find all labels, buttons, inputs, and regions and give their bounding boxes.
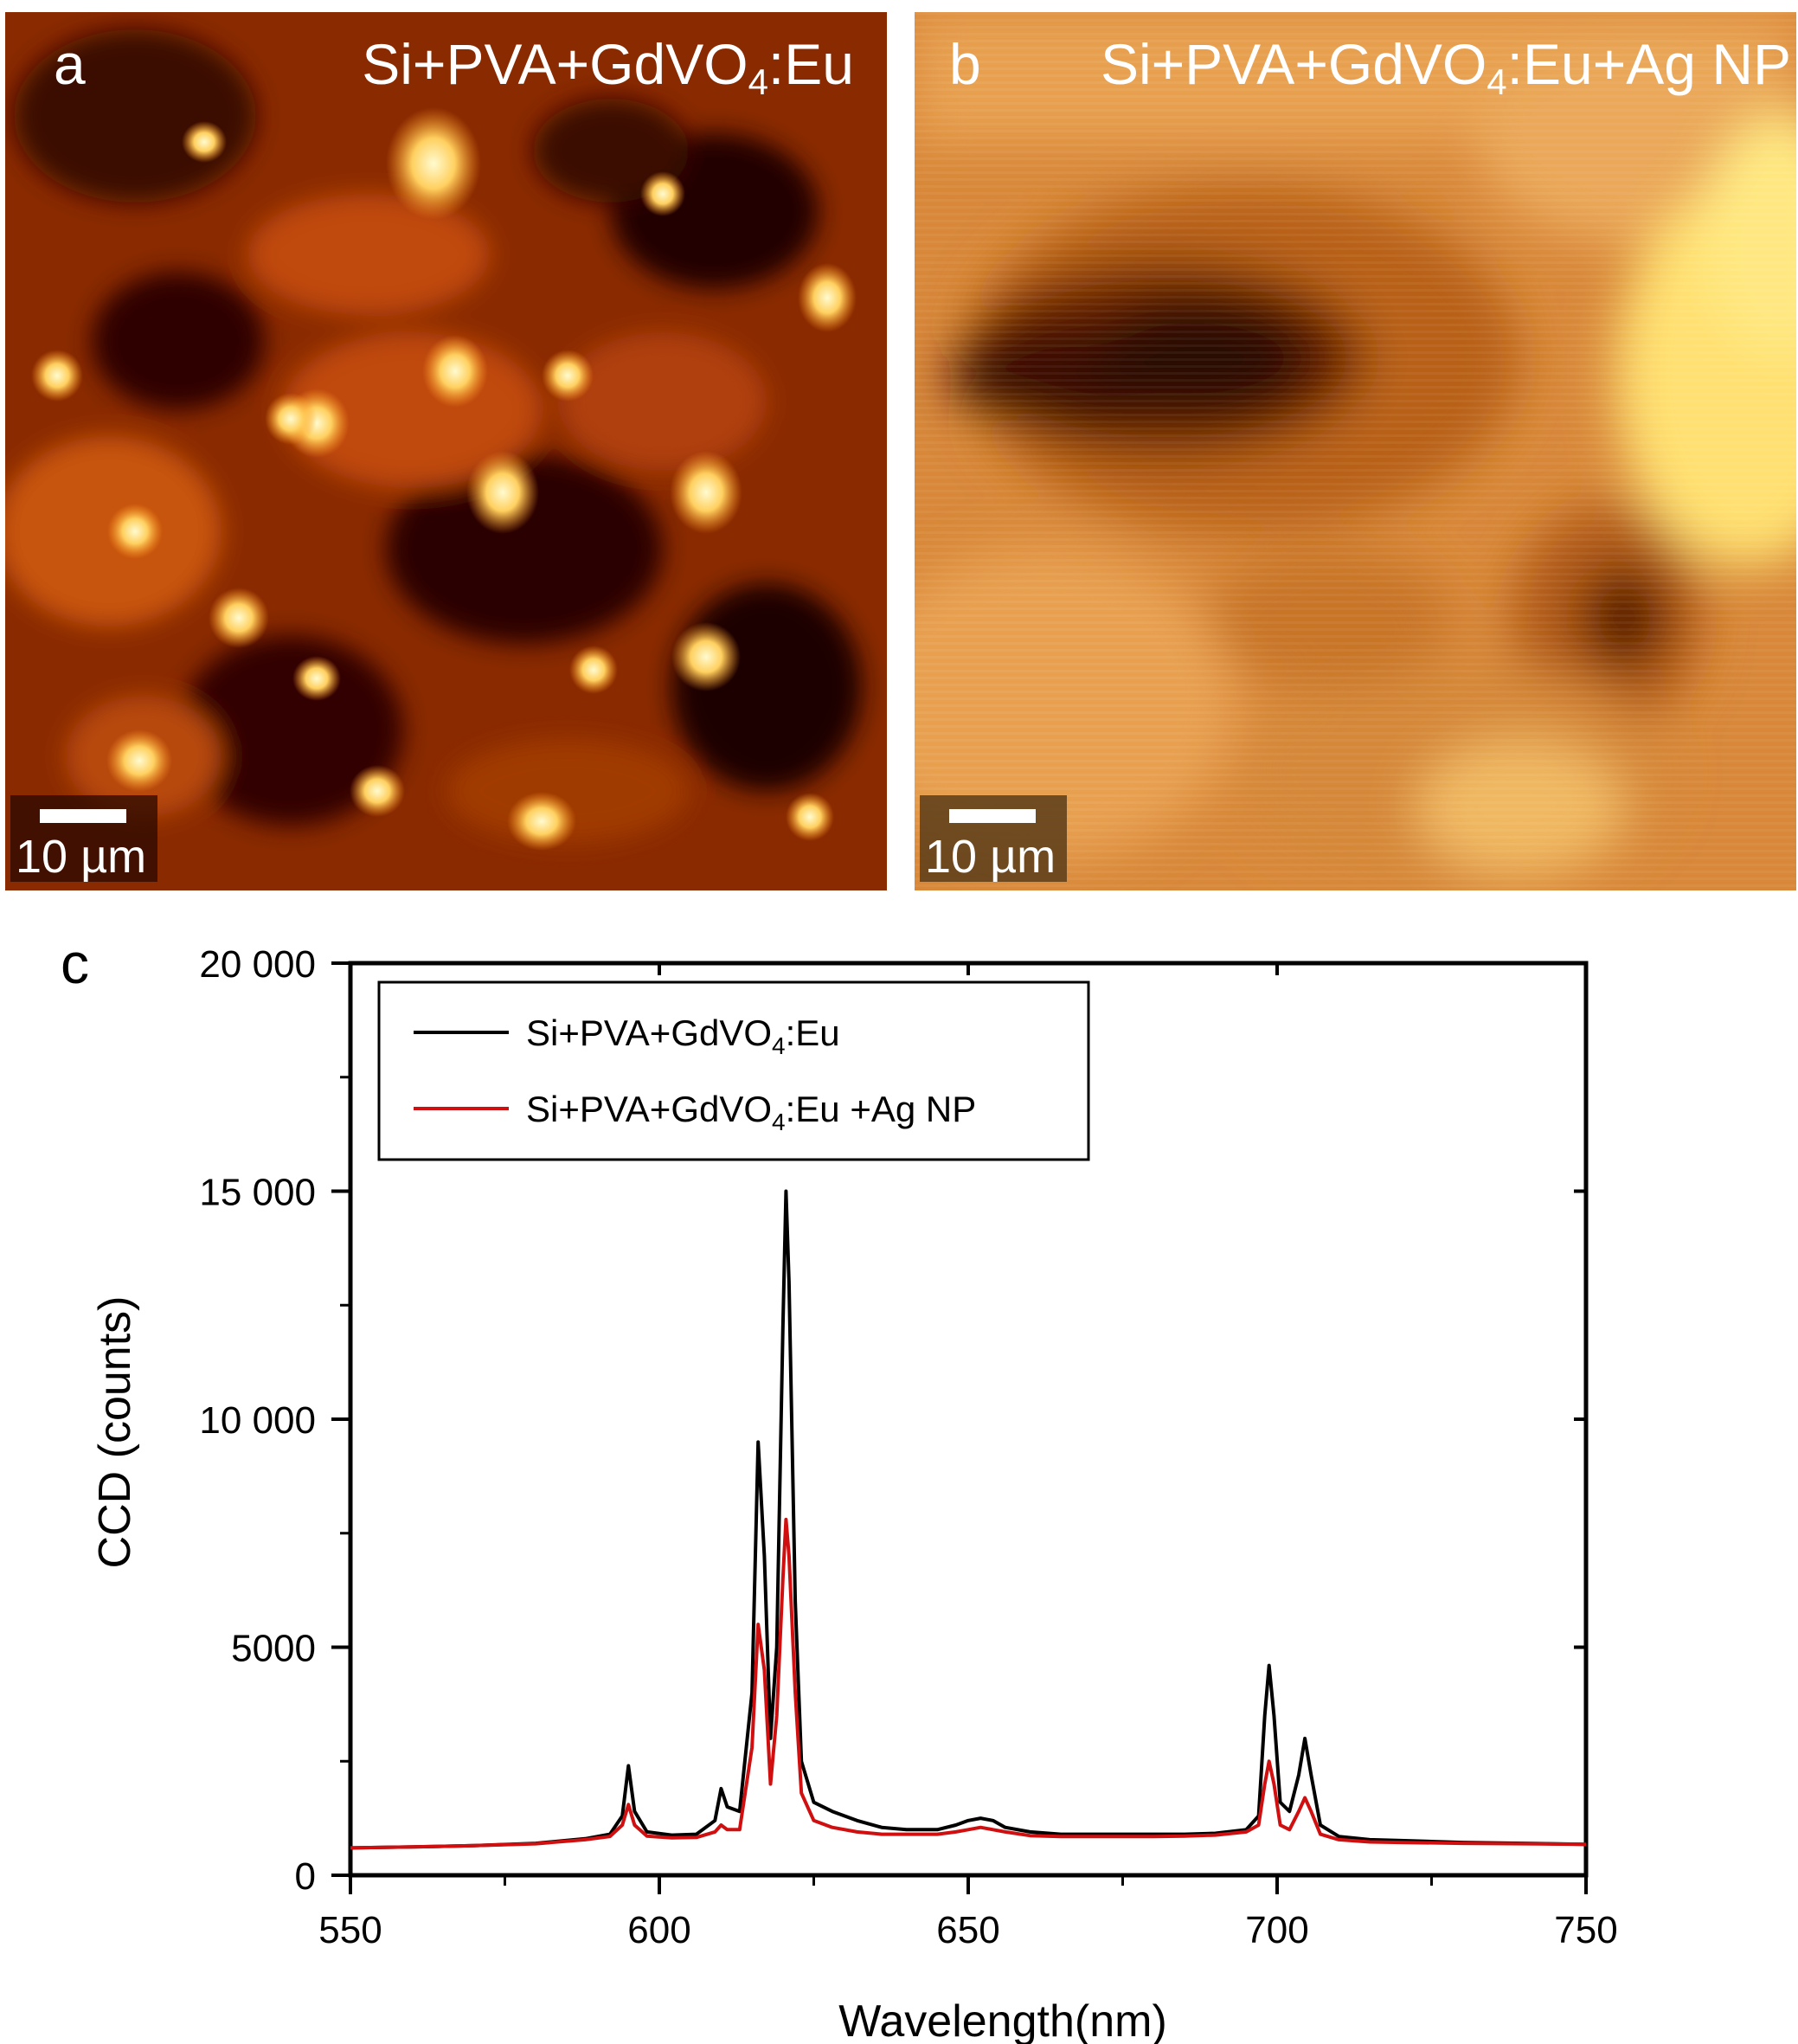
x-tick-label: 650 [936,1909,999,1951]
x-tick-label: 550 [318,1909,382,1951]
panel-b-image: b Si+PVA+GdVO4:Eu+Ag NP 10 µm [915,12,1796,890]
spectrum-chart: 0 5000 10 000 15 000 20 000 550 600 650 700 750 Wa… [90,943,1618,2044]
x-axis-label: Wavelength(nm) [838,1996,1167,2044]
x-tick-label: 750 [1554,1909,1617,1951]
panel-a-scale-bar: 10 µm [10,795,157,883]
y-tick-label: 15 000 [199,1172,316,1214]
panel-b-letter: b [949,32,981,96]
scale-bar-line [40,809,126,823]
y-tick-label: 0 [295,1855,316,1898]
y-tick-label: 20 000 [199,943,316,986]
legend-label-1: Si+PVA+GdVO4:Eu [526,1012,840,1059]
y-axis-label: CCD (counts) [90,1296,140,1569]
panel-b-title: Si+PVA+GdVO4:Eu+Ag NP [1100,32,1791,102]
y-tick-label: 5000 [231,1628,316,1670]
panel-a-title: Si+PVA+GdVO4:Eu [362,32,854,102]
panel-c-letter: c [61,931,89,995]
panel-a-letter: a [54,32,86,96]
x-tick-label: 600 [627,1909,690,1951]
legend-box [377,980,1090,1161]
y-tick-label: 10 000 [199,1399,316,1442]
scale-bar-label: 10 µm [16,831,147,883]
panel-b-scale-bar: 10 µm [920,795,1067,883]
series-line-2 [350,1517,1587,1850]
legend-label-2: Si+PVA+GdVO4:Eu +Ag NP [526,1089,976,1135]
x-tick-label: 700 [1245,1909,1308,1951]
panel-b-heatmap [915,12,1796,890]
panel-a-image: a Si+PVA+GdVO4:Eu 10 µm [5,12,887,890]
scale-bar-label: 10 µm [925,831,1056,883]
series-line-1 [350,1189,1587,1850]
panel-a-heatmap [5,12,887,890]
scale-bar-line [949,809,1036,823]
